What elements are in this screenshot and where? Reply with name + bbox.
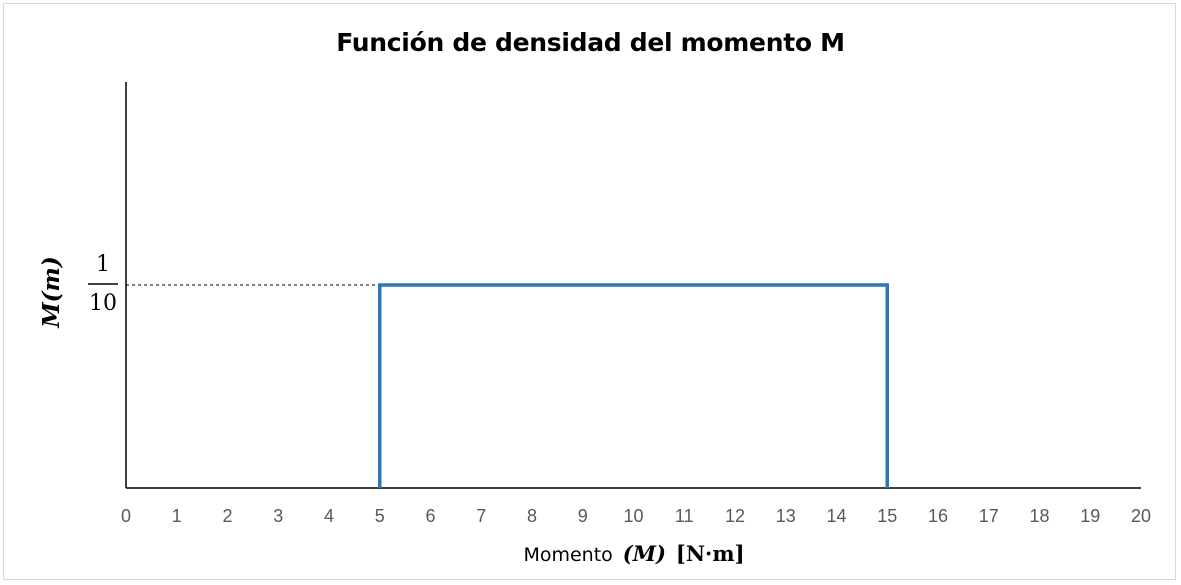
x-tick-label: 15 bbox=[877, 506, 897, 526]
x-tick-label: 9 bbox=[578, 506, 588, 526]
x-axis-label-variable: (M) bbox=[623, 541, 666, 566]
x-tick-label: 18 bbox=[1029, 506, 1049, 526]
x-tick-label: 13 bbox=[776, 506, 796, 526]
x-axis-label-text: Momento bbox=[523, 544, 612, 566]
chart-frame bbox=[3, 3, 1176, 580]
y-tick-denominator: 10 bbox=[89, 291, 117, 316]
x-tick-label: 1 bbox=[172, 506, 182, 526]
x-tick-label: 3 bbox=[273, 506, 283, 526]
x-tick-label: 17 bbox=[979, 506, 999, 526]
x-tick-label: 19 bbox=[1080, 506, 1100, 526]
plot-area bbox=[125, 82, 1141, 489]
x-tick-label: 0 bbox=[121, 506, 131, 526]
series-line-1 bbox=[378, 283, 889, 488]
x-tick-label: 6 bbox=[425, 506, 435, 526]
x-tick-label: 12 bbox=[725, 506, 745, 526]
x-tick-label: 4 bbox=[324, 506, 334, 526]
chart-title: Función de densidad del momento M bbox=[336, 28, 845, 57]
x-tick-label: 8 bbox=[527, 506, 537, 526]
x-tick-label: 10 bbox=[623, 506, 643, 526]
x-axis-label-unit: [N·m] bbox=[676, 541, 745, 566]
x-tick-label: 11 bbox=[675, 506, 694, 526]
x-tick-label: 2 bbox=[222, 506, 232, 526]
y-axis-label: M(m) bbox=[38, 256, 65, 329]
x-tick-label: 7 bbox=[476, 506, 486, 526]
x-tick-label: 14 bbox=[826, 506, 846, 526]
x-tick-label: 5 bbox=[375, 506, 385, 526]
y-tick-numerator: 1 bbox=[96, 252, 110, 277]
x-axis-label: Momento (M) [N·m] bbox=[523, 541, 744, 566]
x-tick-labels: 0 1 2 3 4 5 6 7 8 9 10 11 12 13 14 15 16 17 18 19 20 bbox=[121, 506, 1151, 526]
x-tick-label: 20 bbox=[1131, 506, 1151, 526]
x-tick-label: 16 bbox=[928, 506, 948, 526]
